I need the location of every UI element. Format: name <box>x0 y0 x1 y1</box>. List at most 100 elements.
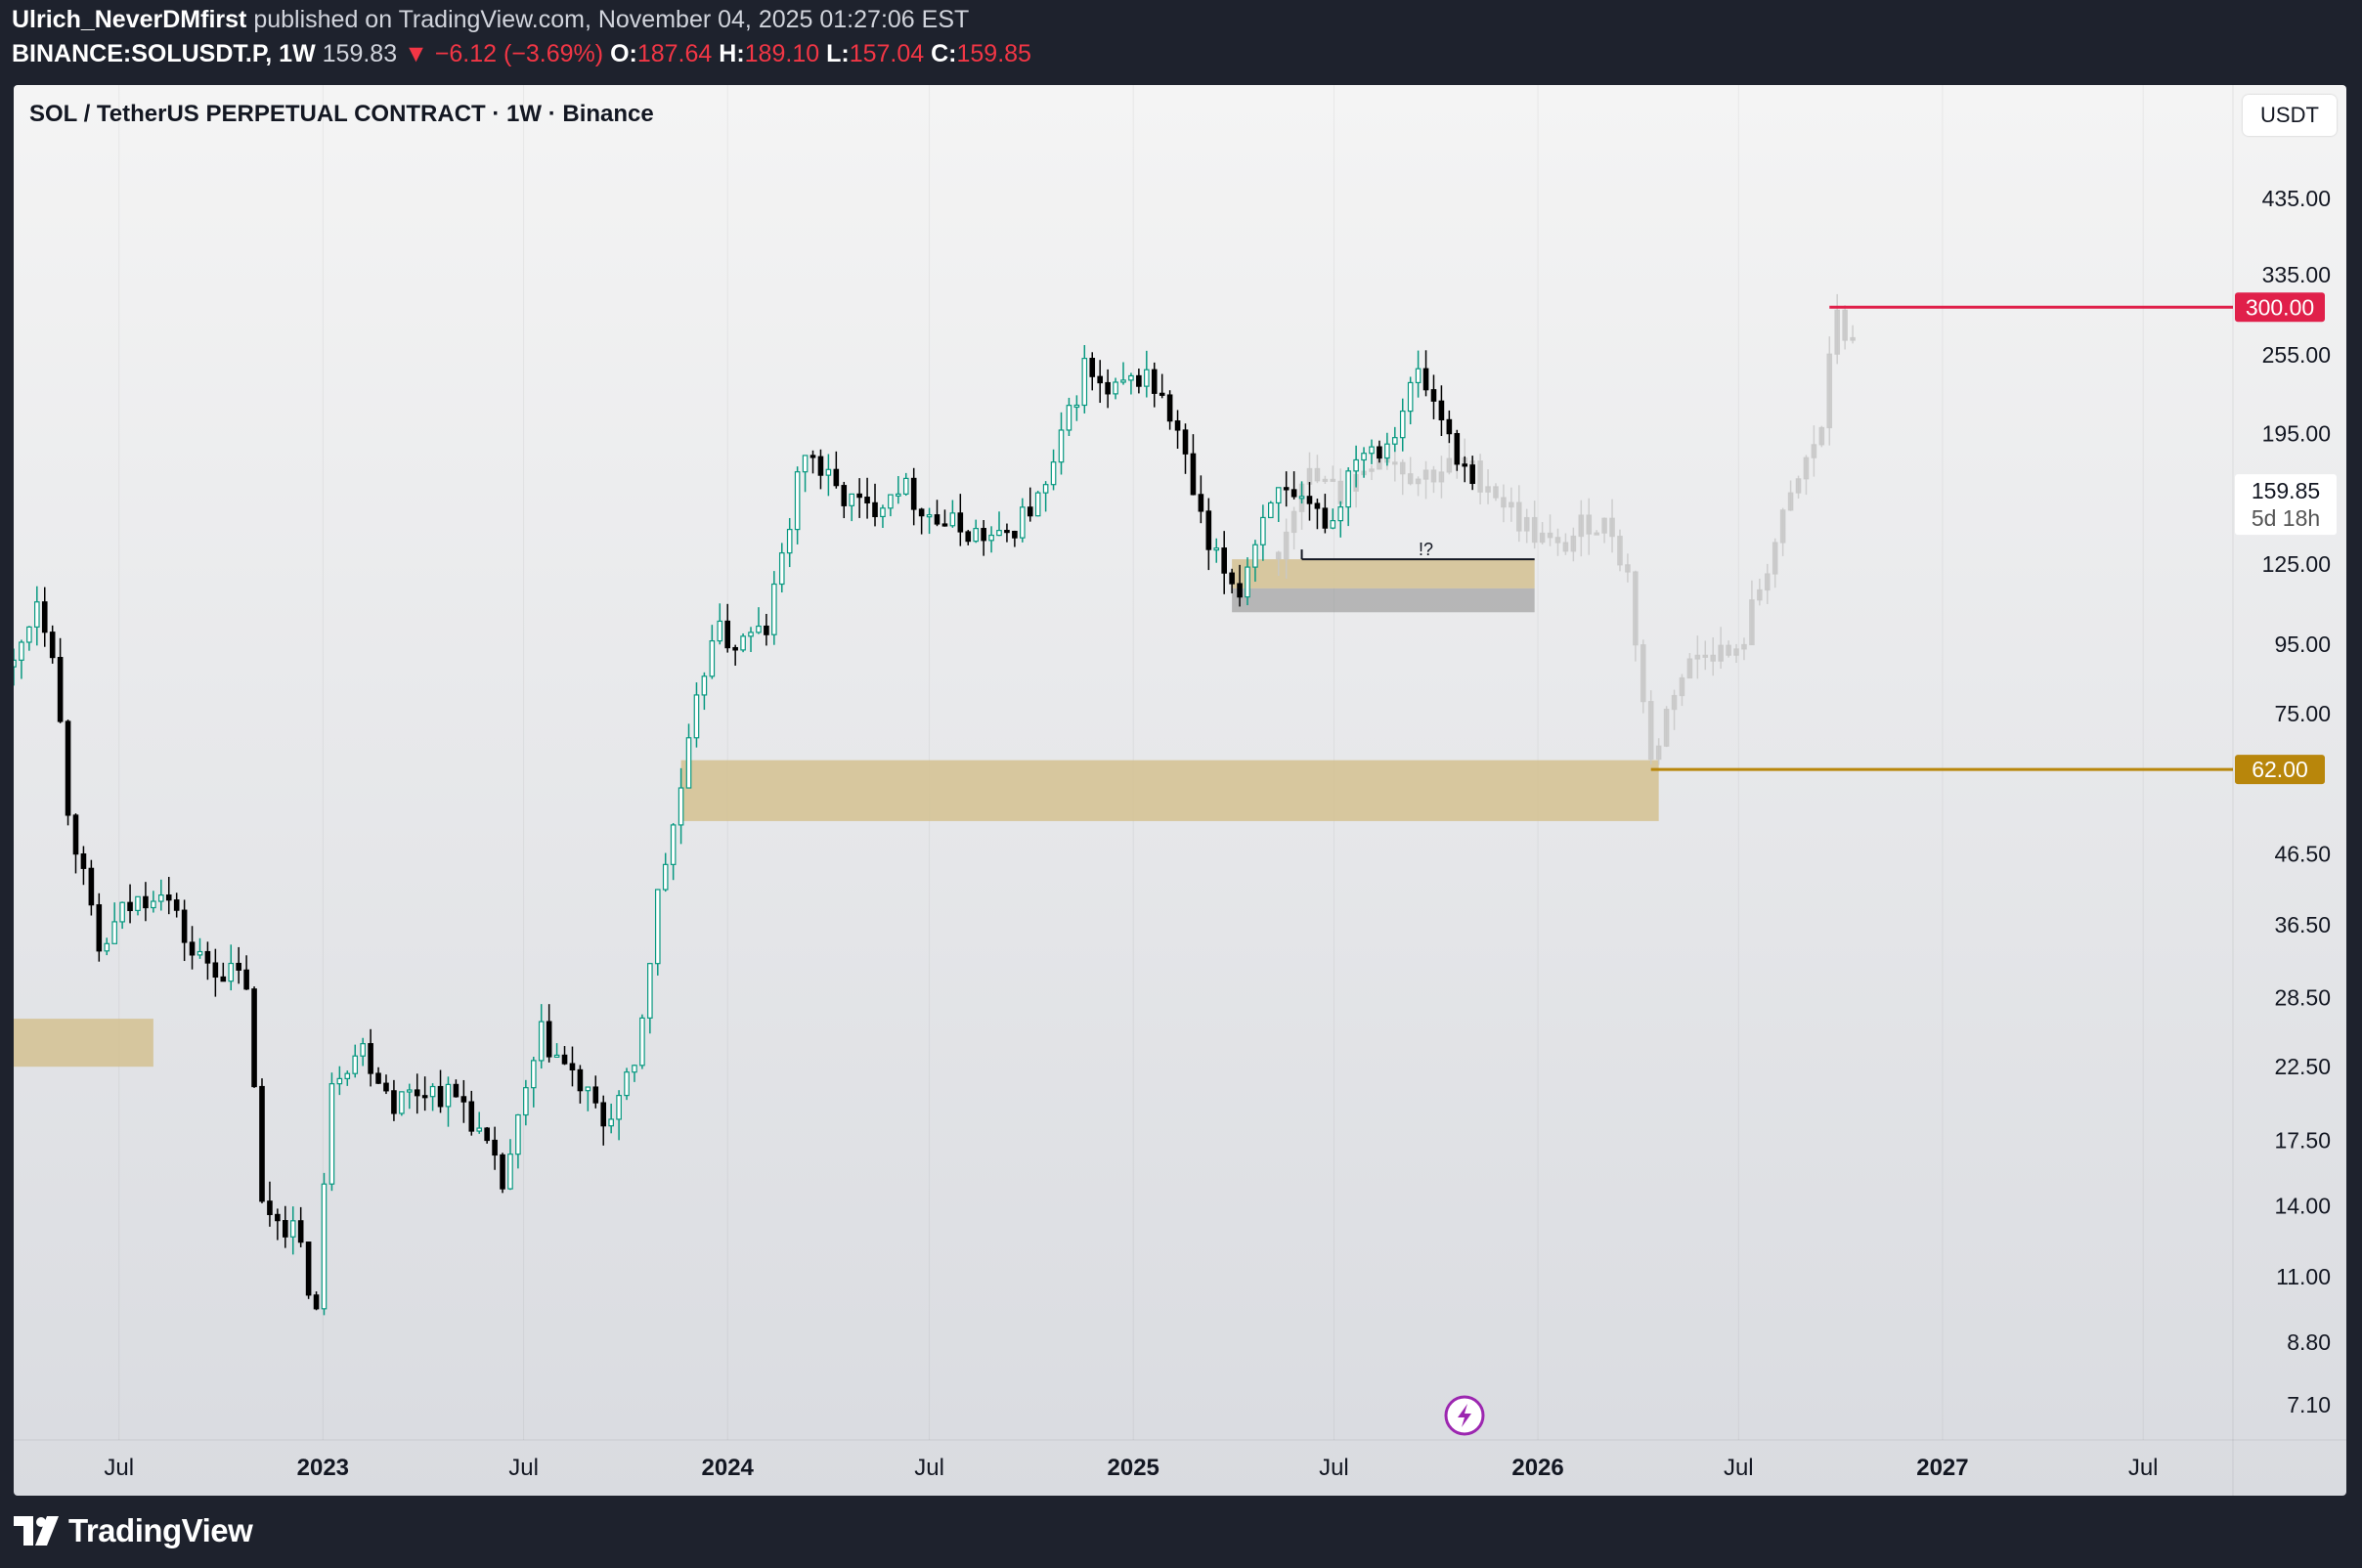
candle-body <box>918 508 925 517</box>
close-value: 159.85 <box>956 40 1031 67</box>
candle-body <box>1105 381 1111 395</box>
y-tick-label: 46.50 <box>2274 841 2331 866</box>
candle-body <box>492 1139 498 1156</box>
candle-body <box>864 497 870 503</box>
target-price-text: 300.00 <box>2246 294 2314 320</box>
projection-candle-body <box>1633 571 1639 646</box>
projection-candle-body <box>1501 497 1507 508</box>
projection-candle-body <box>1407 473 1414 485</box>
candle-body <box>872 501 878 518</box>
projection-candle-body <box>1477 460 1483 493</box>
x-tick-label: Jul <box>1724 1455 1754 1481</box>
projection-candle-body <box>1586 514 1593 535</box>
candle-body <box>1159 392 1165 396</box>
projection-candle-body <box>1726 644 1731 656</box>
candle-body <box>600 1102 607 1127</box>
projection-candle-body <box>1741 643 1747 650</box>
candle-body <box>119 901 125 923</box>
projection-candle-body <box>1438 471 1445 483</box>
high-label: H: <box>719 40 745 67</box>
y-tick-label: 14.00 <box>2274 1193 2331 1218</box>
candle-body <box>1446 418 1453 435</box>
candle-body <box>204 950 211 964</box>
published-text: published on TradingView.com, November 0… <box>253 6 970 33</box>
candle-body <box>1174 420 1181 431</box>
candle-body <box>421 1095 428 1099</box>
candle-body <box>1066 405 1072 431</box>
candle-body <box>429 1085 436 1098</box>
price-change: −6.12 (−3.69%) <box>434 40 604 67</box>
projection-candle-body <box>1655 745 1662 761</box>
projection-candle-body <box>1779 509 1786 544</box>
candle-body <box>1182 429 1189 455</box>
candle-body <box>569 1063 576 1071</box>
chart-canvas[interactable]: !?560.00435.00335.00255.00195.00125.0095… <box>14 85 2346 1496</box>
candle-body <box>1252 544 1258 568</box>
chart-panel[interactable]: !?560.00435.00335.00255.00195.00125.0095… <box>14 85 2346 1496</box>
candle-body <box>1113 381 1118 395</box>
tradingview-logo[interactable]: TradingView <box>14 1512 253 1549</box>
candle-body <box>1353 458 1359 472</box>
projection-candle-body <box>1322 478 1329 483</box>
author-name[interactable]: Ulrich_NeverDMfirst <box>12 6 247 33</box>
y-tick-label: 125.00 <box>2262 551 2331 577</box>
candle-body <box>1004 530 1010 534</box>
projection-candle-body <box>1811 444 1817 458</box>
candle-body <box>647 963 653 1019</box>
candle-body <box>1042 484 1049 494</box>
candle-body <box>1089 358 1096 377</box>
candle-body <box>624 1071 630 1097</box>
candle-body <box>957 512 964 533</box>
candle-body <box>1298 496 1305 500</box>
zone-box <box>1232 588 1535 613</box>
projection-candle-body <box>1485 486 1491 493</box>
candle-body <box>1454 433 1461 465</box>
projection-candle-body <box>1795 478 1802 494</box>
projection-candle-body <box>1523 516 1530 532</box>
candle-body <box>546 1021 552 1058</box>
projection-candle-body <box>1710 654 1717 662</box>
projection-candle-body <box>1578 514 1585 538</box>
candle-body <box>880 507 886 518</box>
symbol-info: BINANCE:SOLUSDT.P, 1W 159.83 ▼ −6.12 (−3… <box>12 40 1031 68</box>
projection-candle-body <box>1531 516 1538 544</box>
candle-body <box>888 494 894 509</box>
y-tick-label: 11.00 <box>2276 1264 2331 1289</box>
candle-body <box>949 512 956 527</box>
projection-candle-body <box>1601 517 1607 534</box>
candle-body <box>220 976 227 982</box>
candle-body <box>1337 506 1344 522</box>
candle-body <box>825 468 832 476</box>
countdown-text: 5d 18h <box>2252 505 2320 531</box>
candle-body <box>135 895 141 911</box>
candle-body <box>1136 374 1142 387</box>
candle-body <box>553 1054 560 1058</box>
y-tick-label: 255.00 <box>2262 342 2331 368</box>
currency-button[interactable]: USDT <box>2243 95 2337 136</box>
candle-body <box>1275 487 1282 504</box>
candle-body <box>1097 375 1103 384</box>
projection-candle-body <box>1818 426 1825 446</box>
high-value: 189.10 <box>744 40 820 67</box>
current-price-tag <box>2235 474 2337 536</box>
candle-body <box>981 528 986 542</box>
candle-body <box>577 1068 584 1092</box>
candle-body <box>41 601 48 633</box>
projection-candle-body <box>1625 564 1631 573</box>
candle-body <box>328 1083 335 1185</box>
candle-body <box>243 969 249 990</box>
candle-body <box>236 962 241 971</box>
candle-body <box>608 1118 614 1127</box>
candle-body <box>523 1087 529 1116</box>
candle-body <box>934 514 940 525</box>
support-price-tag <box>2235 755 2325 785</box>
candle-body <box>1166 394 1173 422</box>
candle-body <box>1058 429 1065 463</box>
candle-body <box>212 962 219 979</box>
projection-candle-body <box>1290 510 1297 534</box>
y-tick-label: 95.00 <box>2274 632 2331 657</box>
candle-body <box>368 1043 373 1074</box>
chart-title: SOL / TetherUS PERPETUAL CONTRACT · 1W ·… <box>29 101 654 127</box>
candle-body <box>14 659 17 668</box>
candle-body <box>282 1220 288 1238</box>
